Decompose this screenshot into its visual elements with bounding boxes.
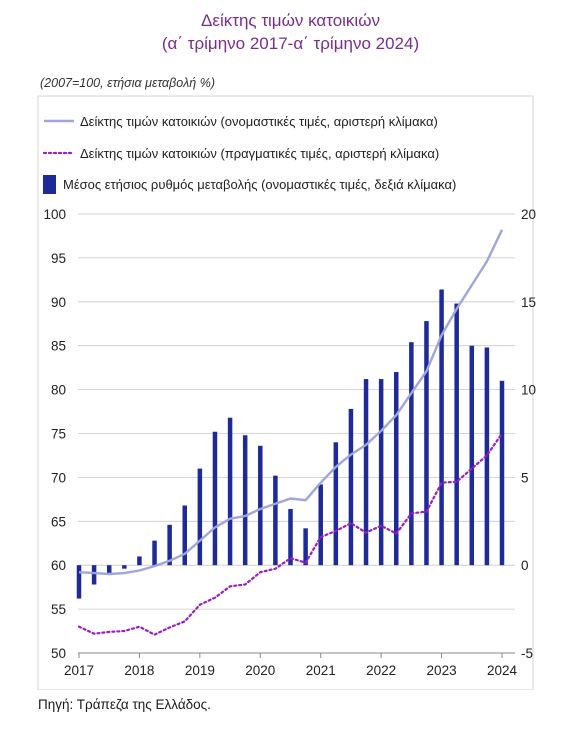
lines: [77, 229, 504, 636]
left-tick-label: 100: [43, 207, 66, 222]
bar-2019Q2: [212, 431, 218, 566]
bar-2020Q1: [258, 445, 263, 566]
right-tick-label: -5: [521, 646, 533, 661]
bars: [76, 289, 505, 599]
x-tick-label: 2022: [366, 663, 396, 678]
bar-2019Q4: [242, 435, 248, 566]
right-tick-label: 5: [521, 470, 529, 485]
bar-2021Q1: [318, 484, 323, 566]
right-tick-label: 10: [521, 383, 536, 398]
left-tick-label: 95: [51, 251, 66, 266]
chart: Δείκτης τιμών κατοικιών (ονομαστικές τιμ…: [37, 95, 536, 690]
bar-2019Q3: [227, 417, 233, 566]
bar-2023Q2: [454, 303, 459, 566]
bar-2022Q1: [378, 379, 384, 566]
legend: Δείκτης τιμών κατοικιών (ονομαστικές τιμ…: [42, 114, 456, 194]
left-tick-label: 50: [51, 646, 66, 661]
bar-2017Q3: [106, 565, 112, 574]
legend-label: Δείκτης τιμών κατοικιών (ονομαστικές τιμ…: [80, 114, 438, 129]
right-tick-label: 15: [521, 295, 536, 310]
bar-2017Q4: [122, 565, 127, 569]
bar-2022Q4: [424, 321, 429, 566]
x-tick-label: 2017: [64, 663, 94, 678]
bar-2021Q4: [363, 379, 369, 566]
x-tick-label: 2021: [306, 663, 336, 678]
bar-2018Q1: [137, 556, 142, 566]
right-tick-label: 0: [521, 558, 529, 573]
legend-label: Δείκτης τιμών κατοικιών (πραγματικές τιμ…: [80, 146, 439, 161]
chart-title: Δείκτης τιμών κατοικιών: [201, 11, 380, 30]
legend-label: Μέσος ετήσιος ρυθμός μεταβολής (ονομαστι…: [63, 177, 456, 192]
bar-2022Q3: [409, 342, 414, 566]
left-tick-label: 55: [51, 602, 66, 617]
source-note: Πηγή: Τράπεζα της Ελλάδος.: [38, 697, 211, 712]
bar-2023Q3: [469, 345, 475, 566]
bar-2018Q3: [167, 524, 172, 566]
left-tick-label: 65: [51, 514, 66, 529]
x-tick-label: 2019: [185, 663, 215, 678]
bar-2017Q1: [76, 565, 82, 599]
bar-2018Q4: [182, 505, 187, 566]
right-tick-label: 20: [521, 207, 536, 222]
left-tick-label: 75: [51, 427, 66, 442]
real-price-line: [77, 432, 504, 636]
legend-swatch-bars: [43, 175, 56, 194]
bar-2024Q1: [499, 380, 505, 566]
plot-background: [37, 95, 534, 690]
bar-2020Q4: [303, 528, 308, 566]
bar-2021Q2: [333, 442, 339, 566]
bar-2023Q1: [439, 289, 444, 566]
left-tick-label: 80: [51, 383, 66, 398]
bar-2019Q1: [197, 468, 203, 566]
bar-2020Q2: [273, 475, 278, 566]
chart-subtitle: (α΄ τρίμηνο 2017-α΄ τρίμηνο 2024): [161, 34, 420, 53]
left-tick-label: 90: [51, 295, 66, 310]
left-tick-label: 70: [51, 470, 66, 485]
left-tick-label: 60: [51, 558, 66, 573]
bar-2018Q2: [152, 540, 157, 566]
x-tick-label: 2020: [245, 663, 275, 678]
x-tick-label: 2018: [124, 663, 154, 678]
bar-2021Q3: [348, 408, 354, 566]
x-tick-label: 2024: [487, 663, 518, 678]
bar-2017Q2: [91, 565, 97, 585]
bar-2022Q2: [394, 372, 399, 566]
unit-note: (2007=100, ετήσια μεταβολή %): [40, 76, 215, 90]
left-tick-label: 85: [51, 339, 66, 354]
nominal-price-line: [78, 229, 504, 576]
bar-2020Q3: [288, 509, 293, 566]
axes: 50 55 60 65 70 75 80 85 90 95 100 -5 0 5 10 15 20 2017 201…: [43, 207, 536, 678]
x-tick-label: 2023: [427, 663, 457, 678]
